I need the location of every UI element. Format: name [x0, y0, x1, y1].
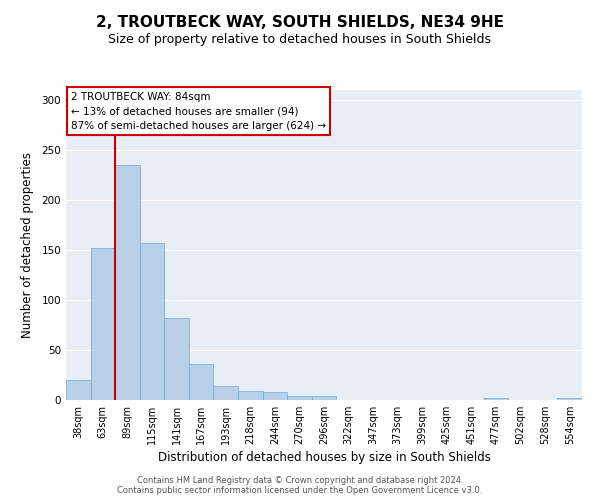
- Y-axis label: Number of detached properties: Number of detached properties: [22, 152, 34, 338]
- Bar: [91, 248, 115, 400]
- Bar: [238, 391, 263, 400]
- Bar: [140, 243, 164, 400]
- Bar: [263, 392, 287, 400]
- Bar: [164, 318, 189, 400]
- Bar: [312, 396, 336, 400]
- Text: Size of property relative to detached houses in South Shields: Size of property relative to detached ho…: [109, 32, 491, 46]
- Bar: [214, 386, 238, 400]
- Bar: [66, 380, 91, 400]
- Bar: [115, 165, 140, 400]
- Bar: [287, 396, 312, 400]
- Text: Contains HM Land Registry data © Crown copyright and database right 2024.
Contai: Contains HM Land Registry data © Crown c…: [118, 476, 482, 495]
- Bar: [189, 364, 214, 400]
- Text: 2 TROUTBECK WAY: 84sqm
← 13% of detached houses are smaller (94)
87% of semi-det: 2 TROUTBECK WAY: 84sqm ← 13% of detached…: [71, 92, 326, 131]
- Text: 2, TROUTBECK WAY, SOUTH SHIELDS, NE34 9HE: 2, TROUTBECK WAY, SOUTH SHIELDS, NE34 9H…: [96, 15, 504, 30]
- X-axis label: Distribution of detached houses by size in South Shields: Distribution of detached houses by size …: [158, 451, 490, 464]
- Bar: [557, 398, 582, 400]
- Bar: [484, 398, 508, 400]
